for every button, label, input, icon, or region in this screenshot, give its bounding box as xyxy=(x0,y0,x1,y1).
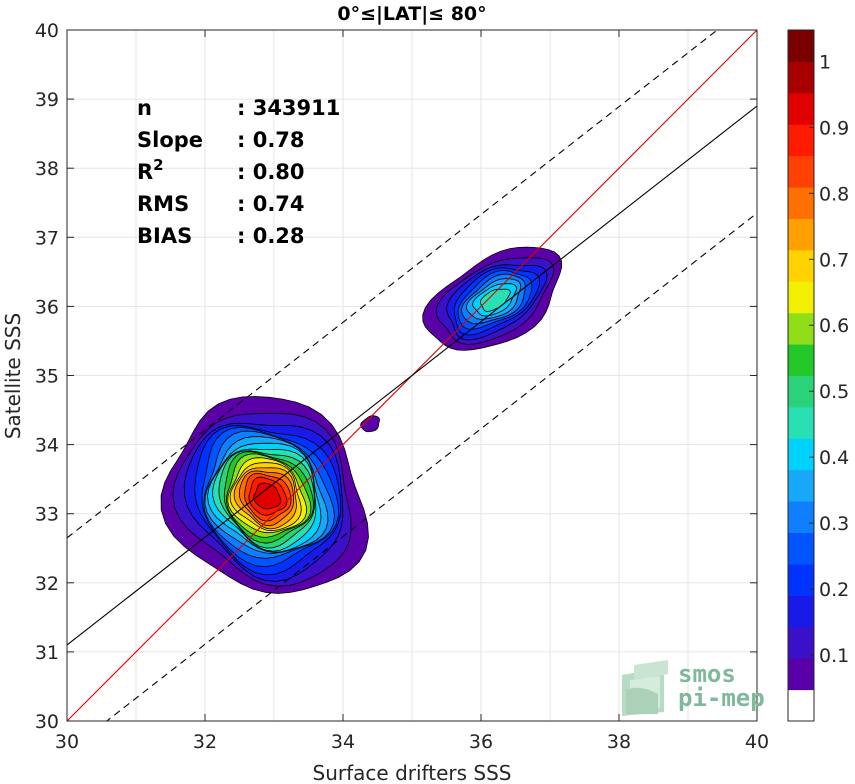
y-tick-label: 39 xyxy=(35,89,59,111)
logo-line1: smos xyxy=(678,660,736,688)
x-tick-label: 40 xyxy=(745,731,769,753)
x-axis-label: Surface drifters SSS xyxy=(313,761,512,784)
fit-line-upper xyxy=(67,30,719,539)
colorbar-cell xyxy=(788,689,814,722)
colorbar-cell xyxy=(788,344,814,376)
smos-pimep-logo: smos pi-mep xyxy=(622,660,765,716)
y-tick-label: 33 xyxy=(35,504,59,526)
colorbar-cell xyxy=(788,595,814,628)
colorbar-cell xyxy=(788,469,814,502)
colorbar-tick-label: 0.8 xyxy=(819,183,849,205)
colorbar-cell xyxy=(788,563,814,596)
colorbar-tick-label: 0.1 xyxy=(819,645,849,667)
stat-value: : 343911 xyxy=(237,96,340,120)
colorbar-frame xyxy=(787,29,815,722)
y-tick-label: 30 xyxy=(35,711,59,733)
colorbar-tick-label: 0.3 xyxy=(819,513,849,535)
colorbar-cell xyxy=(788,155,814,188)
stat-value: : 0.80 xyxy=(237,160,305,184)
stat-label: BIAS xyxy=(137,224,192,248)
stat-value: : 0.78 xyxy=(237,128,305,152)
colorbar-cell xyxy=(788,218,814,251)
colorbar-cell xyxy=(788,30,814,62)
y-tick-label: 37 xyxy=(35,227,59,249)
logo-line2: pi-mep xyxy=(678,684,765,712)
y-axis-label: Satellite SSS xyxy=(1,313,25,439)
colorbar-cell xyxy=(788,312,814,345)
y-tick-label: 40 xyxy=(35,20,59,42)
colorbar-cell xyxy=(788,501,814,534)
x-axis-ticks: 30 32 34 36 38 40 xyxy=(55,30,769,753)
colorbar-cell xyxy=(788,187,814,219)
colorbar-tick-label: 0.4 xyxy=(819,447,849,469)
colorbar-cell xyxy=(788,61,814,94)
colorbar-cell xyxy=(788,249,814,282)
colorbar-tick-label: 0.2 xyxy=(819,579,849,601)
colorbar-cell xyxy=(788,406,814,439)
stat-label: Slope xyxy=(137,128,203,152)
stat-label: RMS xyxy=(137,192,189,216)
x-tick-label: 34 xyxy=(331,731,355,753)
colorbar-tick-label: 1 xyxy=(819,51,831,73)
stat-label-superscript: 2 xyxy=(153,156,163,174)
x-tick-label: 36 xyxy=(469,731,493,753)
stat-label: n xyxy=(137,96,152,120)
colorbar-tick-label: 0.9 xyxy=(819,117,849,139)
logo-mark-icon xyxy=(622,660,668,716)
density-contour xyxy=(253,482,282,510)
fit-lines xyxy=(67,30,757,721)
colorbar-cell xyxy=(788,438,814,471)
y-axis-ticks: 30 31 32 33 34 35 36 37 38 39 40 xyxy=(35,20,757,733)
fit-line-lower xyxy=(105,212,757,721)
colorbar-cell xyxy=(788,626,814,659)
colorbar: 1 0.9 0.8 0.7 0.6 0.5 0.4 0.3 0.2 0.1 xyxy=(787,29,849,722)
colorbar-cell xyxy=(788,532,814,565)
colorbar-tick-label: 0.6 xyxy=(819,315,849,337)
y-tick-label: 35 xyxy=(35,366,59,388)
colorbar-tick-label: 0.7 xyxy=(819,249,849,271)
chart-title: 0°≤|LAT|≤ 80° xyxy=(337,3,486,25)
y-tick-label: 36 xyxy=(35,296,59,318)
stat-value: : 0.28 xyxy=(237,224,305,248)
x-tick-label: 32 xyxy=(193,731,217,753)
colorbar-tick-label: 0.5 xyxy=(819,381,849,403)
colorbar-cell xyxy=(788,124,814,157)
y-tick-label: 34 xyxy=(35,435,59,457)
density-contours xyxy=(160,246,563,594)
colorbar-cell xyxy=(788,281,814,314)
colorbar-cell xyxy=(788,92,814,125)
x-tick-label: 38 xyxy=(607,731,631,753)
y-tick-label: 32 xyxy=(35,573,59,595)
colorbar-cell xyxy=(788,658,814,691)
y-tick-label: 38 xyxy=(35,158,59,180)
x-tick-label: 30 xyxy=(55,731,79,753)
stat-value: : 0.74 xyxy=(237,192,305,216)
fit-line-regression xyxy=(67,105,757,646)
y-tick-label: 31 xyxy=(35,642,59,664)
